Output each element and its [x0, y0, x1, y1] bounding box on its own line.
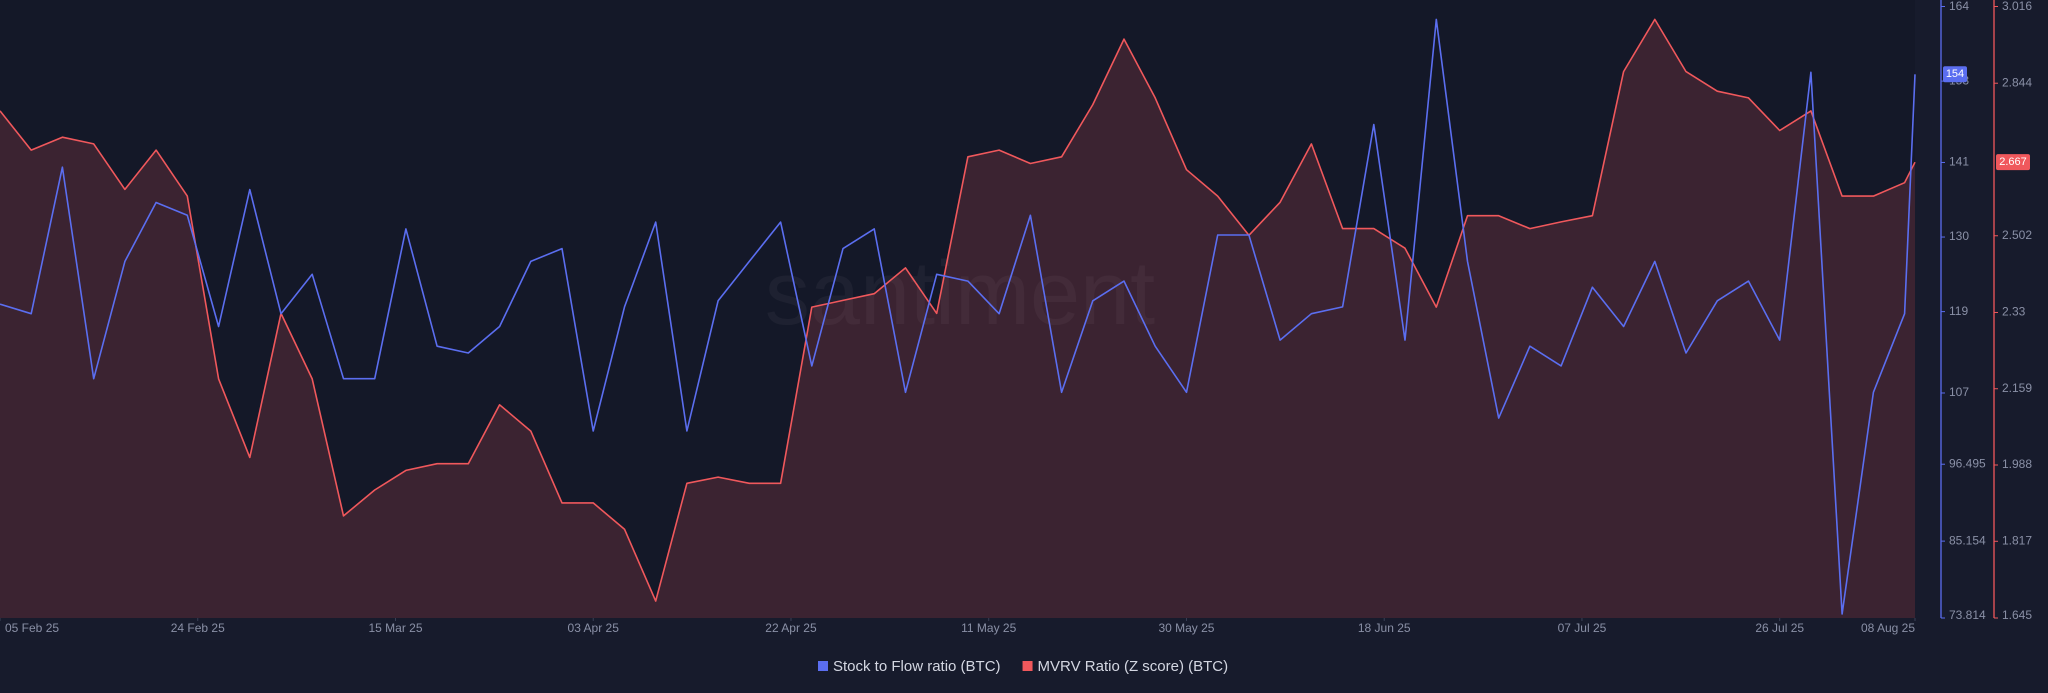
y-tick-label: 96.495: [1949, 456, 1986, 470]
x-tick-label: 22 Apr 25: [765, 621, 817, 635]
plot-area: [0, 0, 1915, 618]
x-tick-label: 15 Mar 25: [368, 621, 422, 635]
x-tick-label: 30 May 25: [1158, 621, 1214, 635]
legend: Stock to Flow ratio (BTC) MVRV Ratio (Z s…: [818, 658, 1228, 675]
value-badge-label: 154: [1946, 68, 1964, 80]
y2-tick-label: 1.988: [2002, 457, 2032, 471]
value-badge: [1943, 66, 1967, 83]
x-tick-label: 26 Jul 25: [1755, 621, 1804, 635]
legend-label: MVRV Ratio (Z score) (BTC): [1038, 658, 1229, 675]
legend-swatch: [1022, 661, 1033, 671]
y2-tick-label: 1.645: [2002, 608, 2032, 622]
x-tick-label: 18 Jun 25: [1358, 621, 1411, 635]
value-badge: [1996, 154, 2030, 171]
x-tick-label: 03 Apr 25: [568, 621, 620, 635]
line: [0, 18, 1916, 602]
y-tick-label: 73.814: [1949, 608, 1986, 622]
legend-swatch: [818, 661, 828, 671]
y-tick-label: 85.154: [1949, 533, 1986, 547]
y-tick-label: 164: [1949, 0, 1969, 13]
y-tick-label: 141: [1949, 155, 1969, 169]
area: [0, 19, 1915, 618]
y-tick-label: 119: [1949, 304, 1968, 318]
y2-tick-label: 2.159: [2002, 381, 2032, 395]
x-tick-label: 05 Feb 25: [5, 621, 59, 635]
legend-label: Stock to Flow ratio (BTC): [833, 658, 1001, 675]
y2-tick-label: 3.016: [2002, 0, 2032, 13]
y2-tick-label: 2.33: [2002, 305, 2026, 319]
line: [0, 18, 1916, 615]
y2-tick-label: 1.817: [2002, 533, 2032, 547]
x-tick-label: 11 May 25: [961, 621, 1016, 635]
x-tick-label: 07 Jul 25: [1558, 621, 1607, 635]
watermark: santiment: [765, 244, 1155, 344]
y-tick-label: 130: [1949, 229, 1969, 243]
y2-tick-label: 2.844: [2002, 75, 2032, 89]
y2-tick-label: 2.502: [2002, 228, 2032, 242]
x-tick-label: 08 Aug 25: [1861, 621, 1915, 635]
y-tick-label: 107: [1949, 385, 1969, 399]
x-tick-label: 24 Feb 25: [171, 621, 225, 635]
value-badge-label: 2.667: [1999, 156, 2027, 168]
